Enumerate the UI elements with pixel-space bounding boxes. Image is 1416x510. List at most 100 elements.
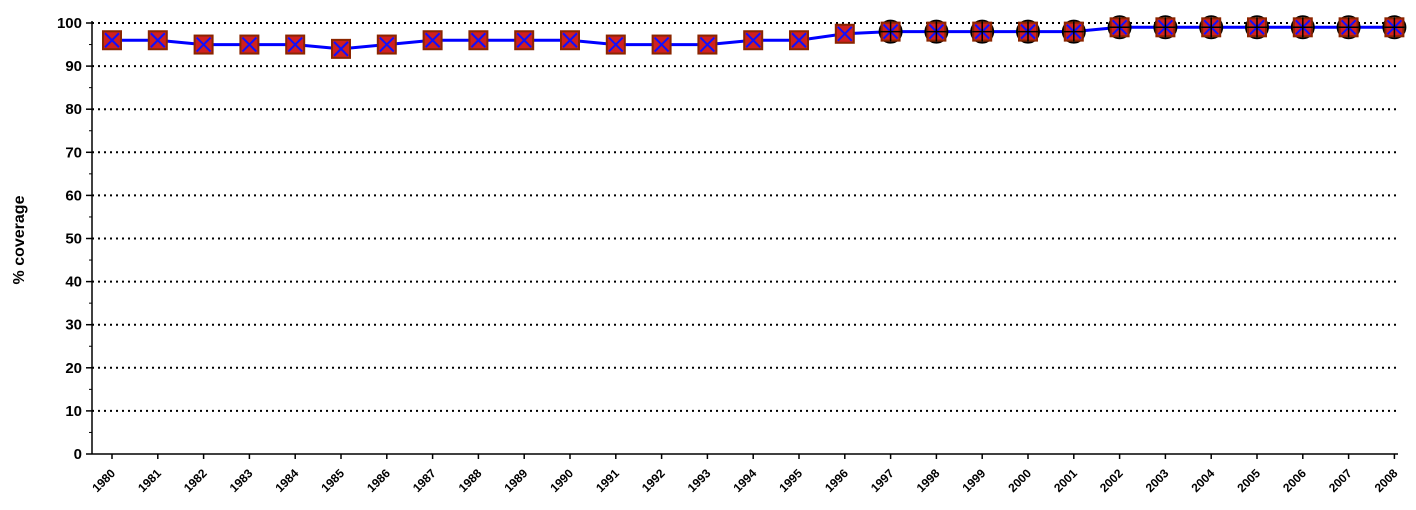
x-tick-labels: 1980 1981 1982 1983 1984 1985 1986 1987 1988 1989… — [89, 466, 1400, 495]
marker-circle — [1061, 19, 1086, 44]
marker-x — [653, 36, 670, 53]
marker-x — [379, 36, 395, 53]
x-tick-label: 2000 — [1005, 466, 1034, 495]
data-point — [605, 34, 626, 55]
x-tick-label: 2003 — [1143, 466, 1172, 495]
x-tick-label: 1990 — [547, 466, 576, 495]
marker-x — [104, 32, 120, 48]
data-point — [743, 30, 764, 51]
y-tick-label: 70 — [65, 144, 82, 161]
marker-x — [287, 36, 303, 53]
y-tick-label: 90 — [65, 58, 82, 75]
marker-x — [470, 32, 487, 48]
marker-x — [424, 32, 441, 48]
x-tick-label: 2007 — [1326, 466, 1355, 495]
x-tick-label: 1995 — [776, 466, 805, 495]
data-point — [193, 34, 214, 55]
data-point — [1153, 15, 1178, 40]
y-tick-label: 10 — [65, 403, 82, 420]
marker-circle — [924, 19, 949, 44]
marker-x — [699, 36, 716, 53]
marker-circle — [1382, 15, 1407, 40]
y-axis-title: % coverage — [11, 195, 28, 284]
x-tick-label: 1982 — [181, 466, 210, 495]
data-point — [147, 30, 168, 51]
data-point — [376, 34, 397, 55]
x-tick-label: 1989 — [502, 466, 531, 495]
x-tick-label: 2006 — [1280, 466, 1309, 495]
y-tick-label: 20 — [65, 360, 82, 377]
data-point — [1061, 19, 1086, 44]
y-tick-labels: 0 10 20 30 40 50 60 70 80 90 100 — [57, 15, 82, 463]
x-tick-label: 1980 — [89, 466, 118, 495]
marker-circle — [1336, 15, 1361, 40]
y-tick-label: 100 — [57, 15, 82, 32]
data-point — [878, 19, 903, 44]
marker-x — [837, 26, 853, 42]
marker-circle — [1290, 15, 1315, 40]
x-tick-label: 1988 — [456, 466, 485, 495]
x-tick-label: 1983 — [227, 466, 256, 495]
marker-circle — [1199, 15, 1224, 40]
data-point — [1107, 15, 1132, 40]
data-point — [1016, 19, 1040, 44]
axes — [86, 21, 1398, 459]
x-tick-label: 1998 — [914, 466, 943, 495]
marker-circle — [970, 19, 995, 44]
data-point — [560, 30, 580, 51]
data-point — [789, 30, 809, 51]
x-tick-label: 1992 — [639, 466, 668, 495]
x-tick-label: 2005 — [1234, 466, 1263, 495]
x-tick-label: 1999 — [960, 466, 989, 495]
x-tick-label: 2002 — [1097, 466, 1126, 495]
x-tick-label: 2001 — [1051, 466, 1080, 495]
x-tick-label: 1985 — [318, 466, 347, 495]
data-point — [468, 30, 489, 51]
series-markers — [102, 15, 1407, 59]
x-tick-label: 1981 — [135, 466, 164, 495]
x-tick-label: 2008 — [1372, 466, 1401, 495]
marker-x — [150, 32, 166, 48]
gridlines — [92, 22, 1398, 412]
y-tick-label: 30 — [65, 317, 82, 334]
x-tick-label: 1996 — [822, 466, 851, 495]
data-point — [924, 19, 949, 44]
data-point — [422, 30, 443, 51]
x-tick-label: 2004 — [1189, 466, 1218, 495]
marker-circle — [1245, 15, 1269, 40]
y-tick-label: 40 — [65, 274, 82, 291]
x-tick-label: 1997 — [868, 466, 897, 495]
y-tick-label: 0 — [74, 446, 82, 463]
marker-x — [745, 32, 761, 48]
x-tick-label: 1984 — [273, 466, 302, 495]
x-tick-label: 1993 — [685, 466, 714, 495]
y-tick-label: 80 — [65, 101, 82, 118]
y-tick-label: 60 — [65, 187, 82, 204]
data-point — [834, 23, 855, 44]
data-point — [651, 34, 672, 55]
x-tick-label: 1986 — [364, 466, 393, 495]
data-point — [697, 34, 718, 55]
data-point — [331, 38, 351, 59]
marker-x — [195, 36, 212, 53]
data-point — [1245, 15, 1269, 40]
marker-circle — [1107, 15, 1132, 40]
marker-circle — [1016, 19, 1040, 44]
data-point — [1336, 15, 1361, 40]
marker-circle — [878, 19, 903, 44]
data-point — [514, 30, 535, 51]
data-point — [970, 19, 995, 44]
data-point — [1382, 15, 1407, 40]
y-tick-label: 50 — [65, 231, 82, 248]
x-tick-label: 1987 — [410, 466, 439, 495]
x-tick-label: 1991 — [593, 466, 622, 495]
marker-circle — [1153, 15, 1178, 40]
data-point — [102, 30, 122, 51]
data-point — [285, 34, 306, 55]
marker-x — [333, 41, 349, 57]
marker-x — [241, 36, 258, 53]
data-point — [1199, 15, 1224, 40]
data-point — [239, 34, 260, 55]
marker-x — [516, 32, 532, 48]
